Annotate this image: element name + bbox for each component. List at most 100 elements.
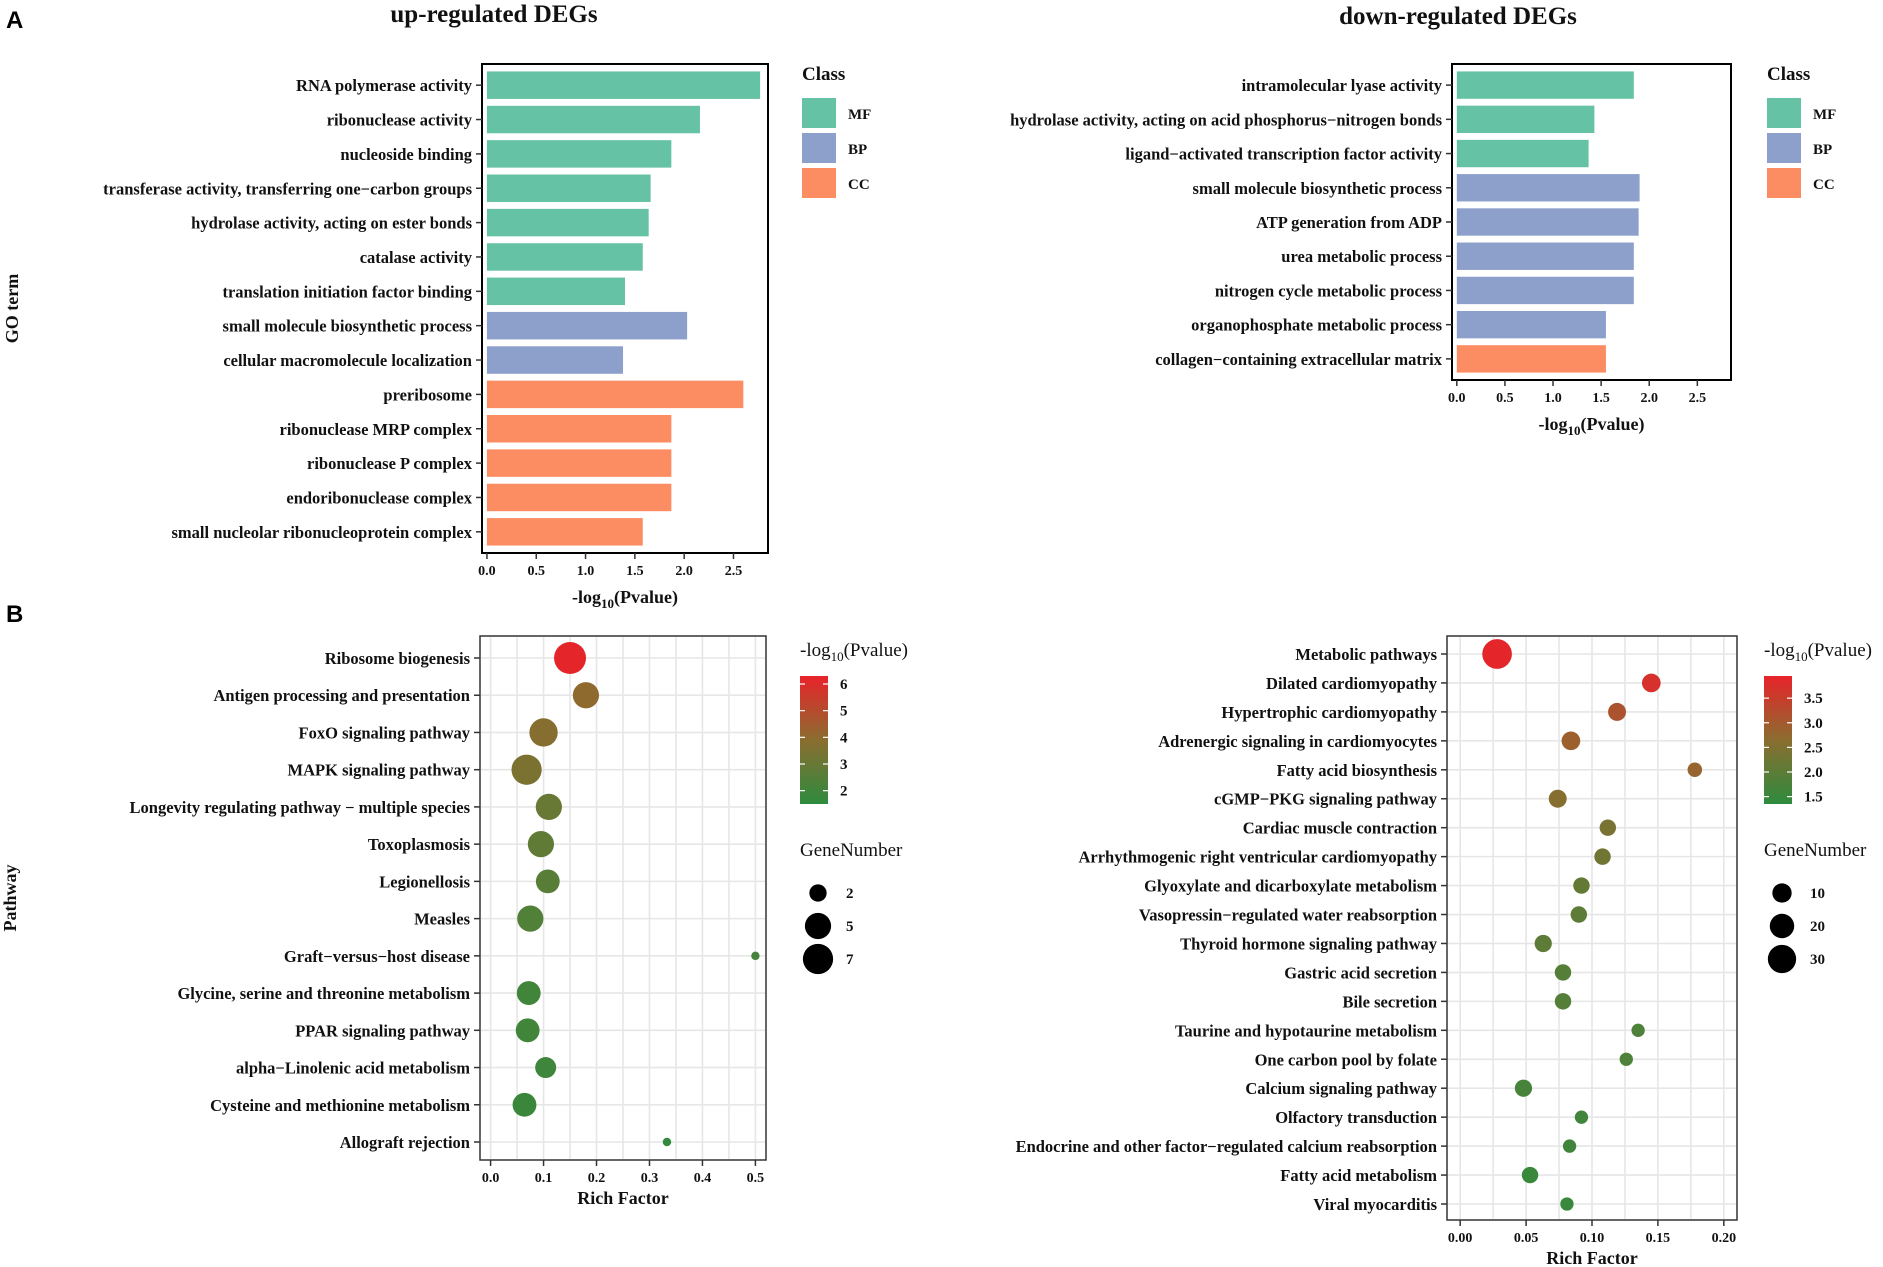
x-axis-title: -log10(Pvalue): [1539, 414, 1645, 438]
size-legend-label: 5: [846, 919, 854, 935]
data-point: [1562, 1139, 1577, 1153]
plot-panel: [481, 63, 769, 554]
x-tick-label: 0.0: [478, 564, 496, 579]
color-legend-title-prefix: -log: [1764, 640, 1795, 661]
data-point: [1514, 1079, 1533, 1097]
size-legend-title: GeneNumber: [1764, 840, 1867, 861]
x-tick-label: 2.5: [725, 564, 743, 579]
y-tick-label: intramolecular lyase activity: [1242, 76, 1443, 95]
bar: [486, 243, 643, 271]
size-legend-label: 30: [1810, 952, 1825, 968]
bar: [486, 415, 672, 443]
legend-swatch: [802, 98, 836, 128]
x-axis-title-suffix: (Pvalue): [1581, 414, 1645, 435]
legend-label: CC: [1813, 177, 1835, 193]
bar: [1456, 310, 1606, 339]
y-tick-label: Allograft rejection: [340, 1133, 470, 1152]
data-point: [1554, 964, 1572, 981]
size-legend-label: 20: [1810, 919, 1825, 935]
data-point: [516, 981, 541, 1006]
colorbar-label: 3.5: [1804, 691, 1823, 707]
y-tick-label: Viral myocarditis: [1313, 1195, 1437, 1214]
x-axis-title: Rich Factor: [1546, 1248, 1637, 1267]
y-tick-label: hydrolase activity, acting on acid phosp…: [1010, 110, 1443, 129]
bar: [486, 71, 761, 99]
y-tick-label: hydrolase activity, acting on ester bond…: [191, 214, 472, 233]
y-tick-label: PPAR signaling pathway: [295, 1021, 471, 1040]
data-point: [512, 1092, 537, 1117]
x-axis-title-prefix: -log: [572, 587, 601, 607]
data-point: [1521, 1166, 1539, 1184]
x-tick-label: 0.05: [1514, 1231, 1539, 1246]
color-legend-title-suffix: (Pvalue): [1808, 640, 1872, 661]
y-tick-label: Longevity regulating pathway − multiple …: [130, 798, 471, 817]
y-tick-label: ligand−activated transcription factor ac…: [1125, 145, 1442, 164]
chart-title: up-regulated DEGs: [390, 1, 597, 28]
panel-b-label: B: [6, 601, 23, 628]
bar: [1456, 276, 1634, 305]
colorbar-label: 2.0: [1804, 765, 1823, 781]
data-point: [535, 1057, 557, 1079]
x-tick-label: 1.0: [577, 564, 595, 579]
x-tick-label: 2.0: [1640, 391, 1658, 406]
y-tick-label: Legionellosis: [379, 872, 470, 891]
go-bar-chart-up: up-regulated DEGs RNA polymerase activity…: [2, 1, 871, 611]
bar: [486, 140, 672, 168]
bar: [486, 277, 625, 306]
x-tick-label: 0.4: [694, 1171, 712, 1186]
x-tick-label: 0.2: [588, 1171, 606, 1186]
y-tick-label: Fatty acid metabolism: [1280, 1166, 1437, 1185]
x-axis-title-prefix: -log: [1539, 414, 1568, 434]
y-tick-label: transferase activity, transferring one−c…: [103, 179, 472, 198]
y-tick-label: urea metabolic process: [1281, 247, 1442, 266]
data-point: [1573, 877, 1590, 894]
colorbar-label: 2: [840, 784, 848, 800]
y-axis-title: Pathway: [0, 865, 20, 932]
x-tick-label: 0.5: [527, 564, 545, 579]
data-point: [662, 1137, 672, 1147]
legend-label: MF: [848, 107, 871, 123]
y-tick-label: MAPK signaling pathway: [288, 761, 471, 780]
x-tick-label: 0.15: [1646, 1231, 1671, 1246]
y-tick-label: Glyoxylate and dicarboxylate metabolism: [1144, 877, 1437, 896]
legend-swatch: [1767, 168, 1801, 198]
legend-label: MF: [1813, 107, 1836, 123]
color-legend-title-subscript: 10: [831, 649, 844, 664]
data-point: [1687, 762, 1703, 778]
x-tick-label: 1.0: [1544, 391, 1562, 406]
data-point: [1482, 639, 1512, 669]
size-legend-label: 7: [846, 952, 854, 968]
x-tick-label: 1.5: [1592, 391, 1610, 406]
bar: [486, 449, 672, 477]
y-tick-label: Dilated cardiomyopathy: [1266, 674, 1438, 693]
color-legend-title: -log10(Pvalue): [1764, 640, 1872, 664]
color-legend-title-suffix: (Pvalue): [844, 640, 908, 661]
y-tick-label: FoxO signaling pathway: [299, 723, 471, 742]
data-point: [1608, 702, 1627, 721]
data-point: [1554, 993, 1572, 1010]
size-legend-dot: [804, 912, 832, 940]
x-tick-label: 0.10: [1580, 1231, 1605, 1246]
y-tick-label: small molecule biosynthetic process: [223, 317, 473, 336]
y-tick-label: Fatty acid biosynthesis: [1277, 761, 1438, 780]
size-legend-dot: [1772, 883, 1792, 903]
y-tick-label: ATP generation from ADP: [1256, 213, 1442, 232]
y-tick-label: Gastric acid secretion: [1284, 963, 1437, 982]
data-point: [1619, 1052, 1633, 1066]
bar: [486, 311, 688, 340]
y-tick-label: Adrenergic signaling in cardiomyocytes: [1158, 732, 1437, 751]
y-tick-label: Bile secretion: [1342, 992, 1437, 1011]
x-tick-label: 0.00: [1448, 1231, 1473, 1246]
data-point: [517, 905, 544, 932]
y-tick-label: Ribosome biogenesis: [325, 649, 471, 668]
data-point: [554, 642, 587, 674]
y-tick-label: catalase activity: [360, 248, 473, 267]
y-axis-title: GO term: [2, 274, 22, 343]
x-tick-label: 1.5: [626, 564, 644, 579]
y-tick-label: Calcium signaling pathway: [1245, 1079, 1437, 1098]
data-point: [1561, 731, 1581, 751]
kegg-dot-chart-up: Ribosome biogenesis Antigen processing an…: [0, 635, 908, 1208]
x-tick-label: 0.0: [482, 1171, 500, 1186]
x-axis-title-subscript: 10: [1568, 423, 1581, 438]
